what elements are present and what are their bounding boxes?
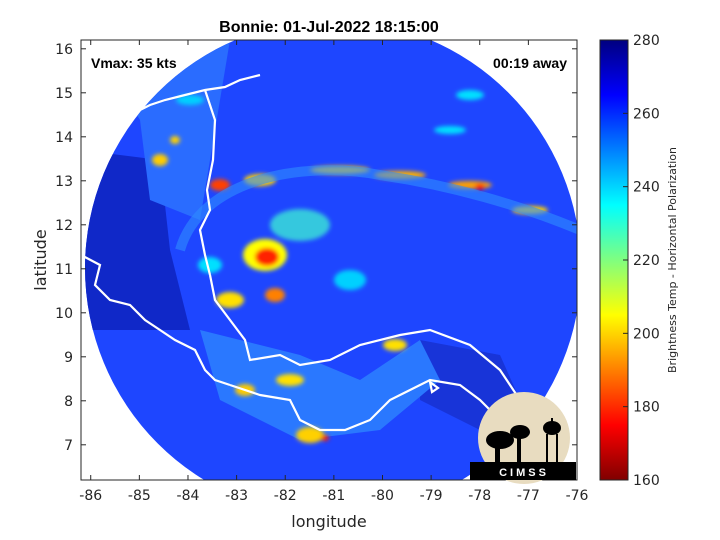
x-tick-label: -79 [420,488,443,504]
chart-title: Bonnie: 01-Jul-2022 18:15:00 [219,19,439,36]
x-tick-label: -85 [128,488,151,504]
y-axis: 7 8 9 10 11 12 13 14 15 16 [55,42,577,454]
coastline-panama-pacific [229,378,491,432]
colorbar-ticks: 160 180 200 220 240 260 280 [623,33,660,489]
coastlines [81,73,521,432]
x-tick-label: -83 [225,488,248,504]
y-tick-label: 9 [64,350,73,366]
x-axis-label: longitude [291,512,366,531]
y-tick-label: 8 [64,394,73,410]
coastline-honduras-north [81,73,261,137]
satellite-dish-icon [486,425,530,462]
x-tick-label: -78 [468,488,491,504]
vmax-annotation: Vmax: 35 kts [91,55,177,71]
colorbar-tick-label: 260 [633,106,660,122]
x-tick-label: -81 [322,488,345,504]
brightness-swath [81,40,577,480]
colorbar-tick-label: 240 [633,180,660,196]
y-tick-label: 15 [55,86,73,102]
coastline-nicaragua-east [198,89,217,276]
coastline-caribbean-south [208,274,521,401]
x-tick-label: -86 [79,488,102,504]
time-offset-annotation: 00:19 away [493,55,567,71]
y-tick-label: 11 [55,262,73,278]
y-tick-label: 14 [55,130,73,146]
y-tick-label: 7 [64,438,73,454]
cimss-logo: CIMSS [470,392,576,484]
logo-banner [470,462,576,480]
y-tick-label: 13 [55,174,73,190]
convective-band [175,165,577,252]
y-tick-label: 16 [55,42,73,58]
x-axis: -86 -85 -84 -83 -82 -81 -80 -79 -78 -77 -76 [79,40,589,504]
colorbar-tick-label: 220 [633,253,660,269]
coastline-pacific [81,254,231,387]
x-tick-label: -82 [274,488,297,504]
x-tick-label: -77 [517,488,540,504]
y-tick-label: 12 [55,218,73,234]
plot-frame [80,39,578,481]
colorbar-label: Brightness Temp - Horizontal Polarizatio… [666,147,679,373]
colorbar-tick-label: 180 [633,400,660,416]
y-axis-label: latitude [31,229,50,290]
x-tick-label: -84 [177,488,200,504]
colorbar-tick-label: 280 [633,33,660,49]
water-tower-icon [543,418,561,462]
y-tick-label: 10 [55,306,73,322]
colorbar-tick-label: 160 [633,473,660,489]
colorbar-tick-label: 200 [633,326,660,342]
logo-text: CIMSS [499,467,549,479]
x-tick-label: -76 [566,488,589,504]
x-tick-label: -80 [371,488,394,504]
island [428,379,440,394]
